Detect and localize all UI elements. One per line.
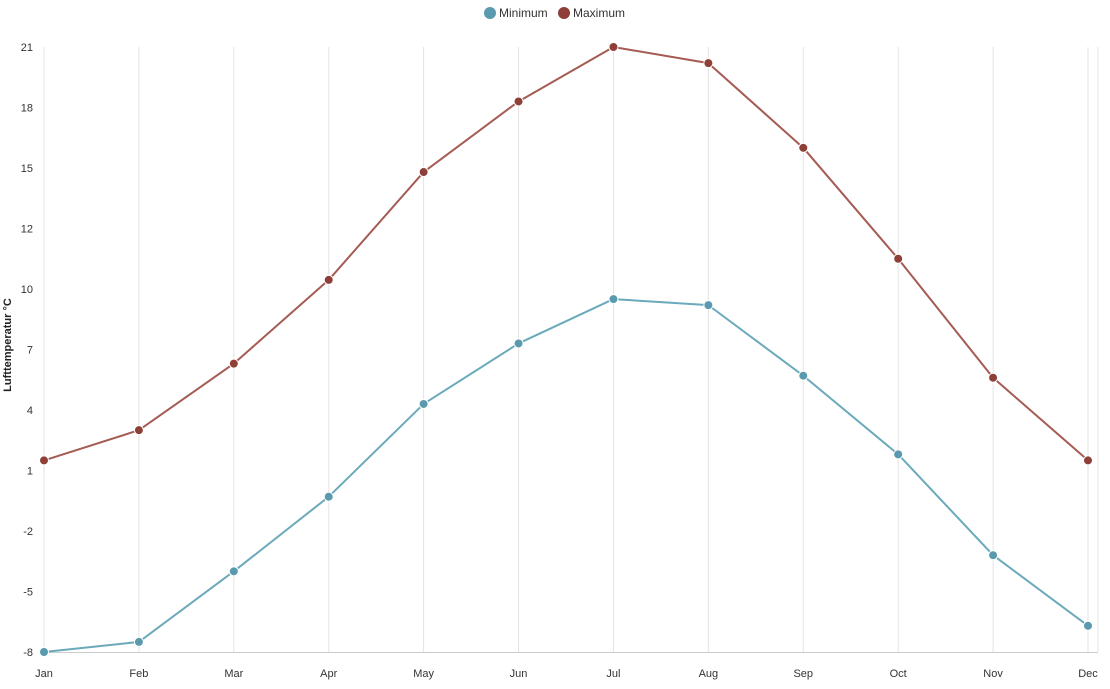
y-axis-title: Lufttemperatur °C [2,298,14,392]
data-point-minimum-aug[interactable] [703,300,714,311]
data-point-minimum-mar[interactable] [228,566,239,577]
x-tick-label-dec: Dec [1078,668,1098,680]
legend-item-maximum[interactable]: Maximum [558,6,625,20]
x-tick-label-mar: Mar [224,668,243,680]
data-point-maximum-sep[interactable] [798,142,809,153]
series-line-maximum [43,46,1089,462]
data-point-minimum-jul[interactable] [608,294,619,305]
x-tick-label-aug: Aug [699,668,719,680]
data-point-minimum-oct[interactable] [893,449,904,460]
grid [43,47,1099,652]
x-tick-label-jun: Jun [510,668,528,680]
x-tick-label-sep: Sep [793,668,813,680]
legend[interactable]: Minimum Maximum [484,6,625,20]
data-point-minimum-jun[interactable] [513,338,524,349]
x-tick-label-oct: Oct [890,668,907,680]
axes: -8 -5 -2 1 4 7 10 12 15 18 21 Jan Feb Mar Apr May Jun Jul… [21,42,1099,680]
series-layer [39,42,1093,657]
x-tick-label-may: May [413,668,434,680]
y-tick-label: -2 [23,526,33,538]
series-line-minimum [43,298,1089,653]
data-point-maximum-feb[interactable] [133,425,144,436]
data-point-maximum-jun[interactable] [513,96,524,107]
data-point-maximum-nov[interactable] [988,372,999,383]
data-point-minimum-jan[interactable] [39,647,49,657]
data-point-minimum-apr[interactable] [323,491,334,502]
x-tick-label-apr: Apr [320,668,337,680]
series-maximum [39,42,1093,466]
x-tick-label-jul: Jul [606,668,620,680]
data-point-maximum-apr[interactable] [323,274,334,285]
data-point-minimum-feb[interactable] [133,636,144,647]
y-tick-label: 4 [27,405,33,417]
x-tick-label-nov: Nov [983,668,1003,680]
data-point-maximum-dec[interactable] [1083,455,1093,466]
y-tick-label: -5 [23,587,33,599]
legend-label-minimum: Minimum [499,6,548,20]
data-point-maximum-mar[interactable] [228,358,239,369]
y-tick-label: -8 [23,647,33,659]
series-minimum [39,294,1093,657]
y-tick-label: 15 [21,163,33,175]
legend-marker-maximum [558,7,570,19]
x-tick-label-jan: Jan [35,668,53,680]
x-tick-label-feb: Feb [129,668,148,680]
data-point-minimum-dec[interactable] [1083,620,1093,631]
y-tick-label: 21 [21,42,33,54]
y-tick-label: 18 [21,103,33,115]
legend-label-maximum: Maximum [573,6,625,20]
data-point-minimum-may[interactable] [418,398,429,409]
data-point-maximum-may[interactable] [418,167,429,178]
data-point-maximum-oct[interactable] [893,253,904,264]
y-tick-label: 1 [27,466,33,478]
data-point-maximum-aug[interactable] [703,58,714,69]
legend-marker-minimum [484,7,496,19]
y-tick-label: 7 [27,345,33,357]
data-point-minimum-nov[interactable] [988,550,999,561]
y-tick-label: 12 [21,224,33,236]
data-point-maximum-jul[interactable] [608,42,619,52]
data-point-minimum-sep[interactable] [798,370,809,381]
data-point-maximum-jan[interactable] [39,455,49,466]
legend-item-minimum[interactable]: Minimum [484,6,548,20]
y-tick-label: 10 [21,284,33,296]
